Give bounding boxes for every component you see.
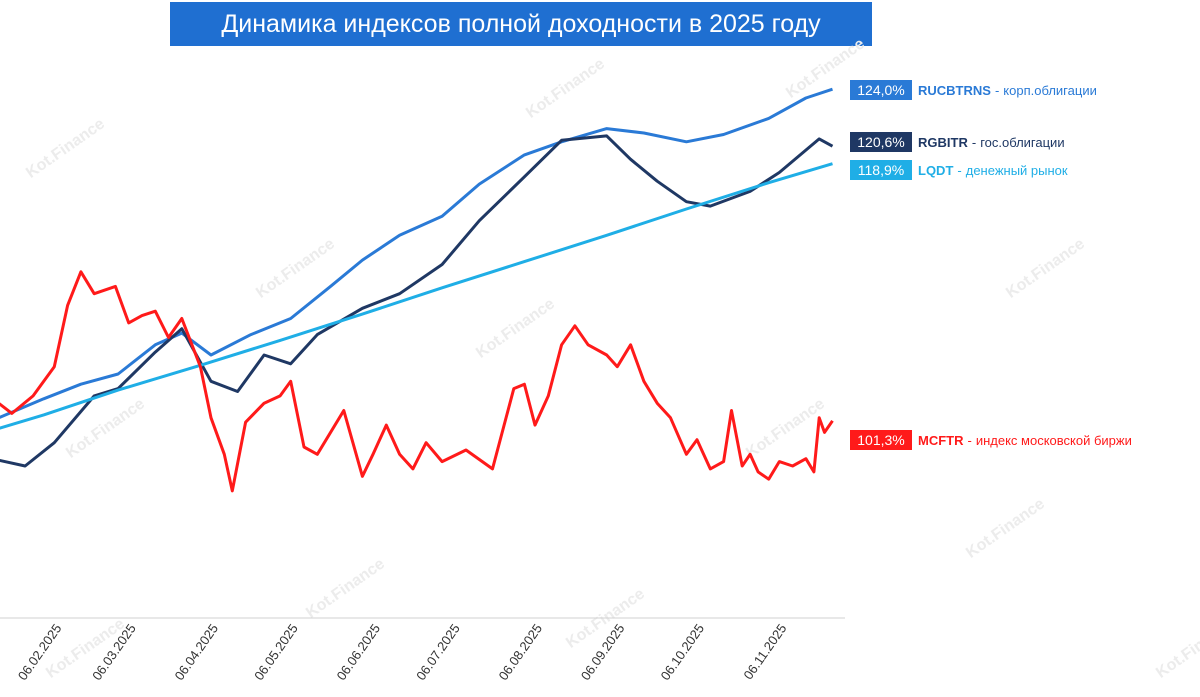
x-tick-label: 06.03.2025 [89, 621, 139, 683]
series-description: корп.облигации [1003, 82, 1097, 98]
x-tick-label: 06.06.2025 [334, 621, 384, 683]
x-tick-label: 06.08.2025 [496, 621, 546, 683]
end-value-label: 118,9% [850, 160, 912, 180]
legend-item-mcftr: 101,3% MCFTR - индекс московской биржи [850, 430, 1132, 450]
series-description: гос.облигации [980, 134, 1065, 150]
series-line-rgbitr [0, 134, 834, 468]
x-tick-label: 06.02.2025 [15, 621, 65, 683]
legend-item-lqdt: 118,9% LQDT - денежный рынок [850, 160, 1068, 180]
chart-title-banner: Динамика индексов полной доходности в 20… [170, 2, 872, 46]
end-value-label: 120,6% [850, 132, 912, 152]
x-tick-label: 06.09.2025 [578, 621, 628, 683]
x-tick-label: 06.07.2025 [413, 621, 463, 683]
separator: - [967, 432, 972, 448]
end-value-label: 101,3% [850, 430, 912, 450]
series-line-lqdt [0, 162, 833, 430]
x-tick-label: 06.10.2025 [658, 621, 708, 683]
series-line-mcftr [0, 270, 834, 493]
series-name: MCFTR [918, 432, 964, 448]
x-tick-label: 06.04.2025 [172, 621, 222, 683]
x-tick-label: 06.11.2025 [740, 621, 789, 682]
chart-title: Динамика индексов полной доходности в 20… [221, 9, 821, 38]
legend-item-rgbitr: 120,6% RGBITR - гос.облигации [850, 132, 1065, 152]
legend-item-rucbtrns: 124,0% RUCBTRNS - корп.облигации [850, 80, 1097, 100]
series-name: RGBITR [918, 134, 968, 150]
series-name: LQDT [918, 162, 954, 178]
separator: - [957, 162, 962, 178]
end-value-label: 124,0% [850, 80, 912, 100]
x-tick-label: 06.05.2025 [251, 621, 301, 683]
series-name: RUCBTRNS [918, 82, 991, 98]
series-description: индекс московской биржи [975, 432, 1132, 448]
series-line-rucbtrns [0, 87, 833, 419]
series-description: денежный рынок [965, 162, 1068, 178]
separator: - [971, 134, 977, 150]
separator: - [994, 82, 1000, 98]
